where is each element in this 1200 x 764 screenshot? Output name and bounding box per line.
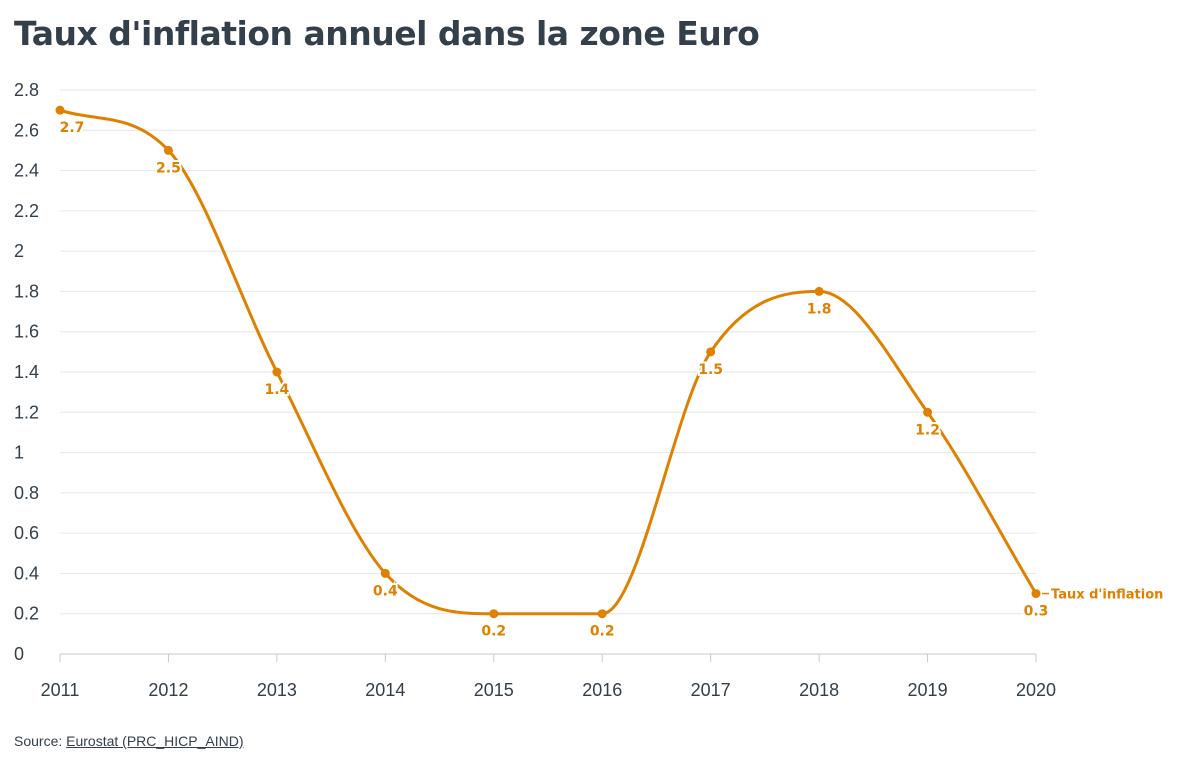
- data-point: [380, 568, 390, 578]
- x-axis-ticks: 2011 2012 2013 2014 2015 2016 2017 2018 2019 2020: [41, 654, 1056, 700]
- y-axis-ticks: 0 0.2 0.4 0.6 0.8 1 1.2 1.4 1.6 1.8 2 2.2 2.4 2.6 2.8: [14, 80, 39, 664]
- y-tick-label: 0: [14, 644, 24, 664]
- data-point: [489, 609, 499, 619]
- x-tick-label: 2017: [691, 680, 731, 700]
- data-label: 1.5: [698, 362, 723, 378]
- x-tick-label: 2015: [474, 680, 514, 700]
- data-label: 0.3: [1024, 604, 1049, 620]
- data-label: 1.2: [915, 422, 940, 438]
- x-tick-label: 2016: [582, 680, 622, 700]
- chart-title: Taux d'inflation annuel dans la zone Eur…: [14, 14, 760, 53]
- y-tick-label: 1.8: [14, 281, 39, 301]
- series-label: Taux d'inflation: [1051, 588, 1163, 603]
- y-tick-label: 0.8: [14, 483, 39, 503]
- y-tick-label: 2.4: [14, 161, 39, 181]
- y-tick-label: 1.2: [14, 402, 39, 422]
- source-prefix: Source:: [14, 733, 67, 749]
- x-tick-label: 2013: [257, 680, 297, 700]
- data-label: 1.8: [807, 301, 832, 317]
- y-tick-label: 0.2: [14, 604, 39, 624]
- data-point: [923, 407, 933, 417]
- x-tick-label: 2014: [365, 680, 405, 700]
- data-point: [272, 367, 282, 377]
- grid-lines: [60, 89, 1036, 655]
- y-tick-label: 1.6: [14, 322, 39, 342]
- x-tick-label: 2011: [41, 680, 80, 700]
- data-label: 1.4: [264, 382, 289, 398]
- data-label: 2.5: [156, 160, 181, 176]
- data-point: [55, 105, 65, 115]
- data-label: 0.2: [590, 624, 615, 640]
- x-tick-label: 2019: [908, 680, 948, 700]
- y-tick-label: 1: [14, 443, 24, 463]
- y-tick-label: 1.4: [14, 362, 39, 382]
- data-label: 2.7: [60, 120, 85, 136]
- source-link[interactable]: Eurostat (PRC_HICP_AIND): [66, 733, 244, 749]
- data-point: [597, 609, 607, 619]
- data-label: 0.2: [481, 624, 506, 640]
- y-tick-label: 0.6: [14, 523, 39, 543]
- source-note: Source: Eurostat (PRC_HICP_AIND): [14, 733, 244, 749]
- data-point: [706, 347, 716, 357]
- data-point: [814, 286, 824, 296]
- data-point: [1031, 589, 1041, 599]
- x-tick-label: 2012: [148, 680, 188, 700]
- series-line: [59, 108, 1038, 616]
- y-tick-label: 2.2: [14, 201, 39, 221]
- y-tick-label: 2: [14, 241, 24, 261]
- y-tick-label: 0.4: [14, 563, 39, 583]
- y-tick-label: 2.6: [14, 120, 39, 140]
- data-points: [55, 105, 1041, 619]
- x-tick-label: 2018: [799, 680, 839, 700]
- x-tick-label: 2020: [1016, 680, 1056, 700]
- y-tick-label: 2.8: [14, 80, 39, 100]
- series-group: [59, 108, 1038, 616]
- data-label: 0.4: [373, 583, 398, 599]
- data-point: [163, 145, 173, 155]
